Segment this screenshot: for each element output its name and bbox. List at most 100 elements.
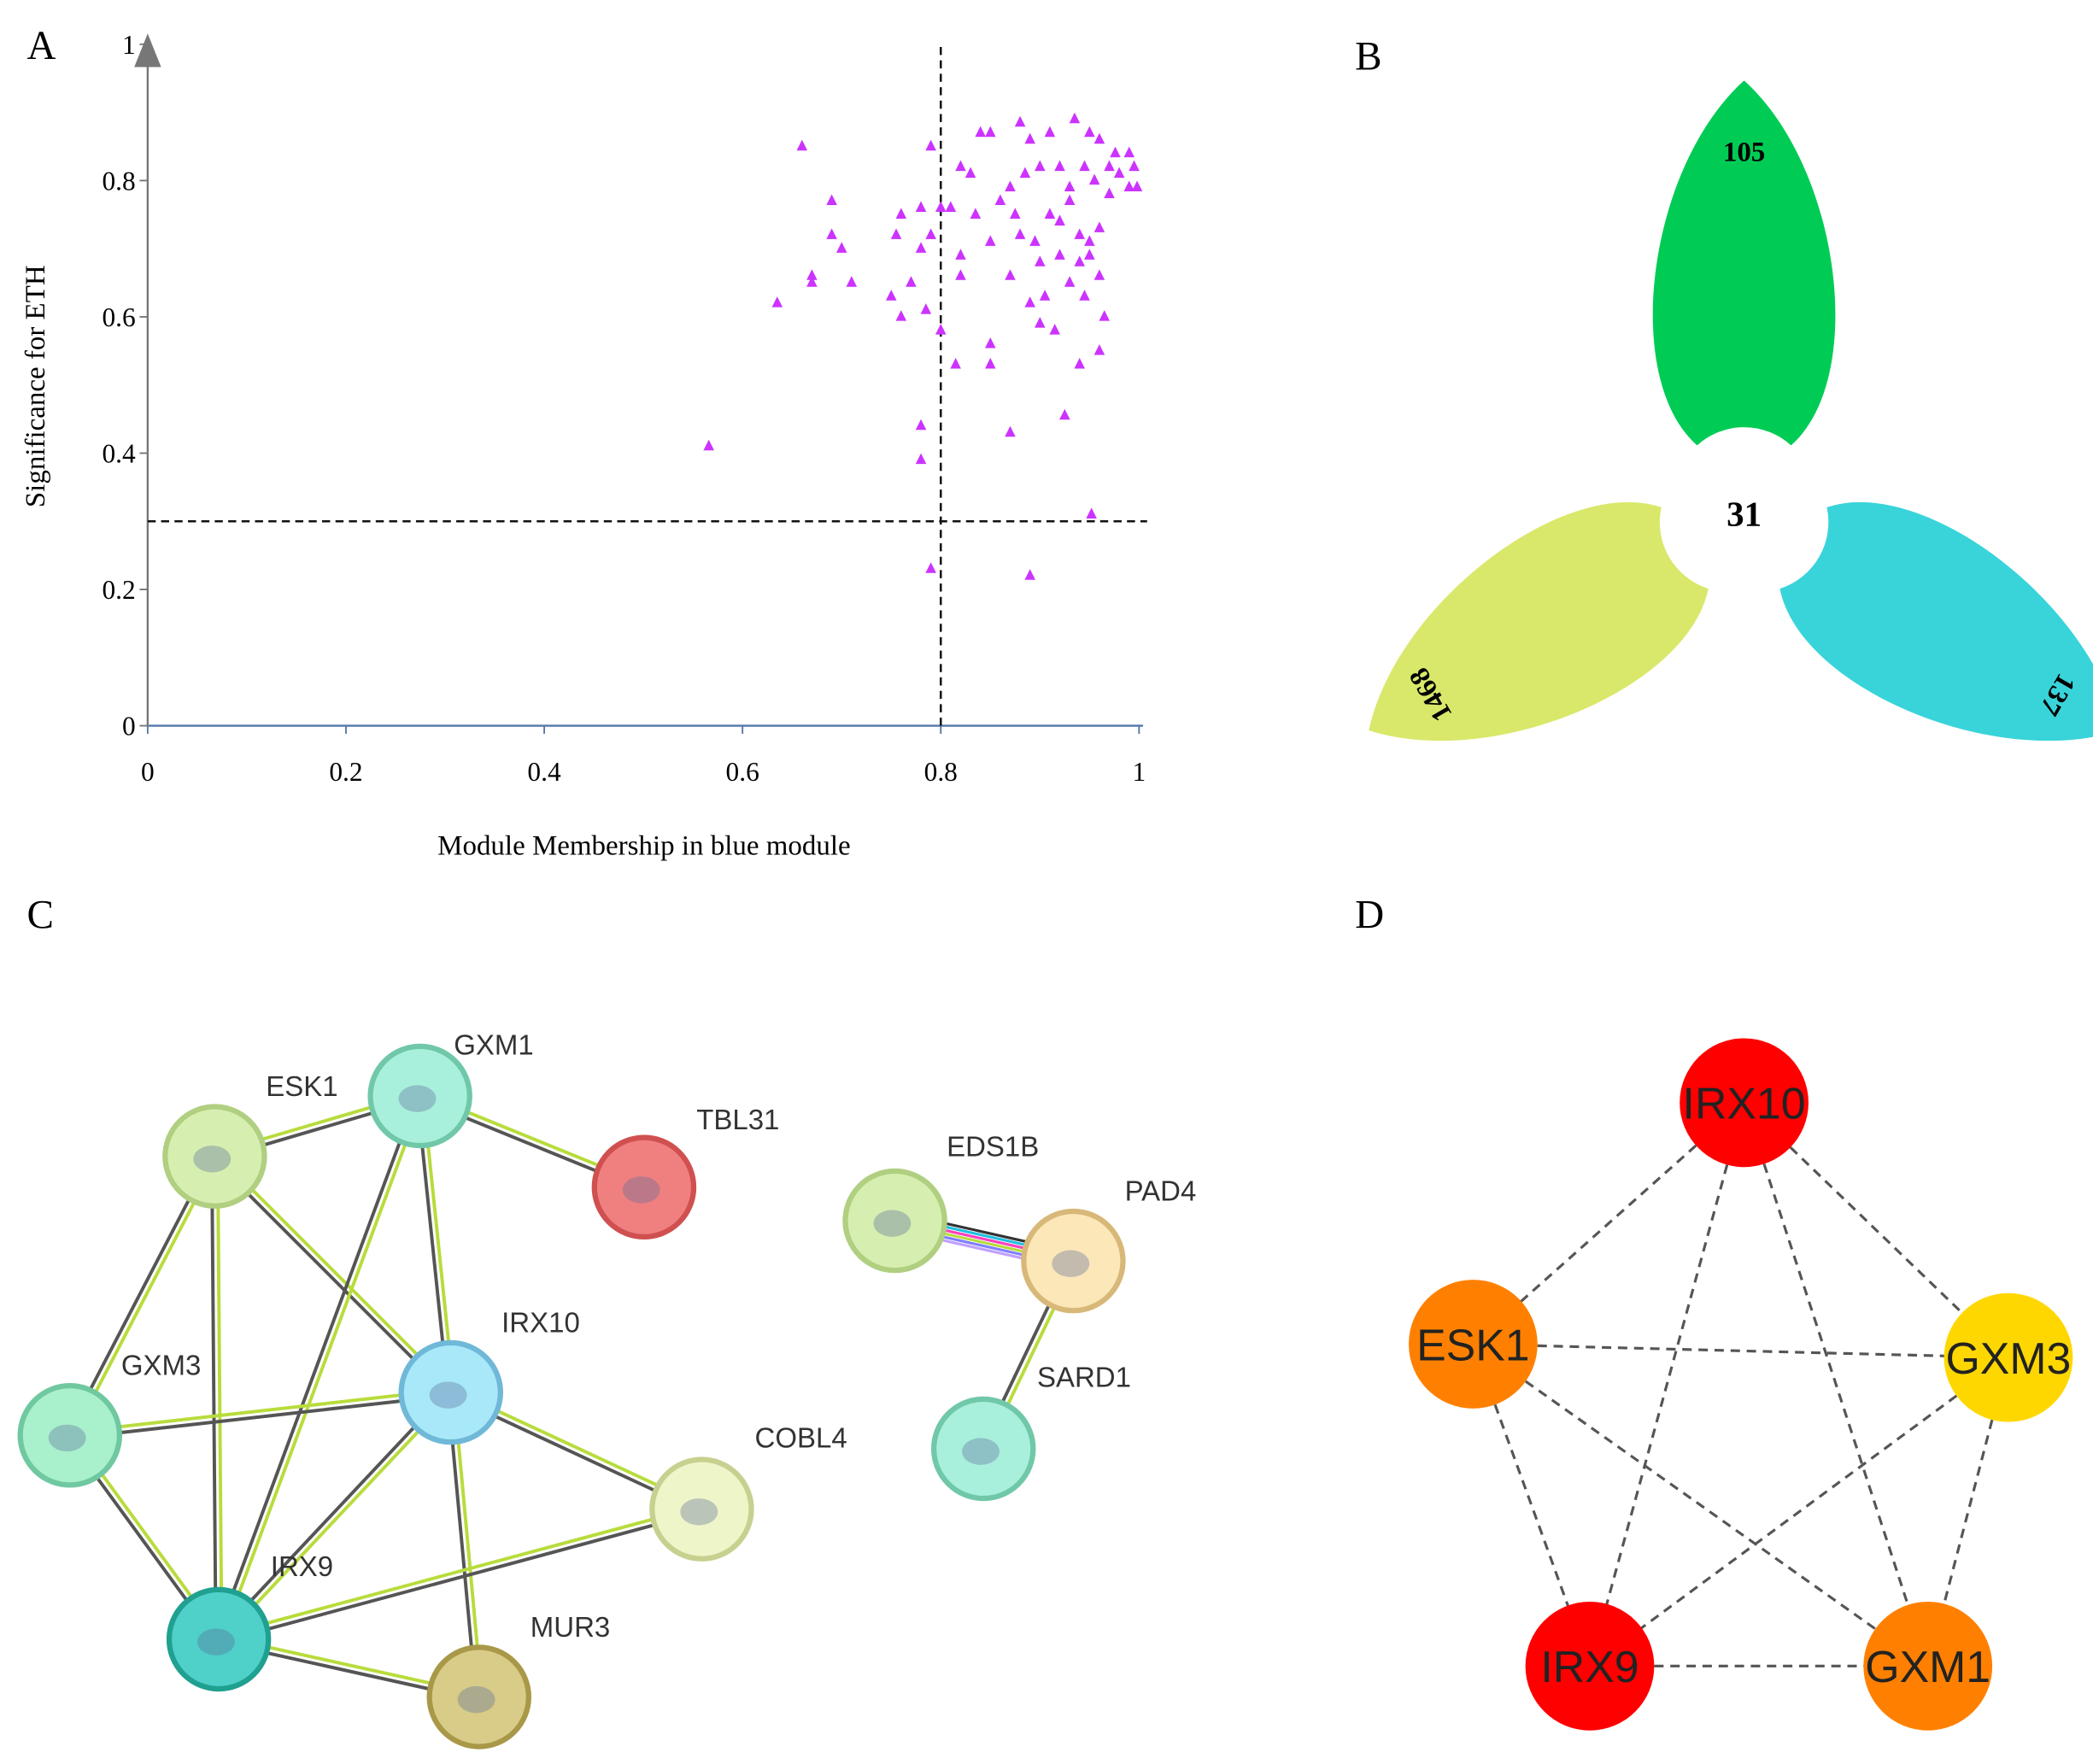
point	[1093, 132, 1105, 144]
venn-set: 105	[1652, 80, 1836, 446]
point	[984, 357, 996, 369]
point	[984, 235, 996, 246]
protein-node	[649, 1456, 754, 1562]
point	[1054, 249, 1065, 260]
point	[925, 139, 936, 151]
x-tick-label: 0.6	[726, 757, 759, 787]
point	[1024, 296, 1035, 308]
point	[1064, 194, 1076, 206]
edge	[65, 1154, 214, 1435]
protein-structure	[429, 1381, 467, 1409]
point	[955, 249, 966, 260]
point	[1104, 160, 1115, 172]
point	[1074, 357, 1086, 369]
point	[806, 276, 818, 287]
venn-set: 137	[1779, 502, 2093, 741]
point	[1064, 180, 1076, 192]
hub-node	[1525, 1601, 1655, 1731]
protein-structure	[962, 1438, 1000, 1465]
intersection-count: 31	[1727, 495, 1762, 534]
protein-node	[426, 1644, 531, 1749]
point	[915, 242, 927, 253]
hub-node	[1680, 1038, 1809, 1168]
petal	[1369, 502, 1709, 741]
point	[1039, 290, 1051, 301]
point	[1088, 173, 1100, 185]
node-label: GXM1	[454, 1029, 533, 1060]
edge	[220, 1096, 425, 1641]
protein-structure	[48, 1424, 86, 1452]
point	[935, 324, 947, 335]
y-tick-label: 0.6	[102, 302, 135, 332]
edge	[217, 1504, 702, 1638]
edge	[220, 1393, 454, 1643]
node-label: GXM3	[121, 1350, 201, 1381]
point	[915, 419, 927, 431]
edge	[215, 1156, 224, 1639]
x-tick-label: 0.4	[527, 757, 561, 787]
point	[1005, 180, 1016, 192]
point	[846, 276, 858, 287]
node-label: SARD1	[1037, 1362, 1131, 1393]
node-label: COBL4	[755, 1421, 847, 1453]
edge	[209, 1156, 218, 1640]
edge	[1588, 1102, 1746, 1667]
edge	[69, 1387, 451, 1434]
point	[1074, 255, 1086, 267]
point	[1029, 235, 1041, 246]
point	[915, 201, 927, 212]
point	[1086, 507, 1097, 519]
intersection-circle	[1677, 446, 1812, 581]
node-label: IRX9	[271, 1550, 333, 1582]
protein-node	[591, 1134, 697, 1239]
point	[1093, 343, 1105, 355]
point	[1074, 228, 1086, 239]
point	[975, 126, 986, 138]
point	[1014, 228, 1026, 239]
protein-node	[1021, 1208, 1126, 1314]
point	[925, 562, 936, 573]
point	[1079, 290, 1090, 301]
point	[920, 303, 932, 314]
point	[1093, 221, 1105, 232]
point	[1024, 569, 1035, 580]
point	[895, 310, 907, 321]
point	[984, 126, 996, 138]
point	[771, 296, 783, 308]
point	[955, 269, 966, 280]
point	[950, 357, 961, 369]
edge	[1472, 1343, 1929, 1667]
point	[703, 439, 714, 451]
node-label: PAD4	[1125, 1175, 1197, 1206]
point	[945, 201, 957, 212]
node-label: IRX9	[1540, 1642, 1639, 1691]
node-label: GXM1	[1865, 1642, 1990, 1691]
y-tick-label: 0.8	[102, 166, 135, 196]
point	[1054, 214, 1065, 226]
node-label: ESK1	[1416, 1320, 1529, 1369]
point	[1131, 180, 1143, 192]
point	[1005, 425, 1016, 437]
edge	[1472, 1101, 1745, 1345]
point	[1059, 408, 1070, 420]
axis-arrow	[134, 33, 161, 67]
edge	[1743, 1102, 1930, 1667]
edge	[71, 1157, 220, 1438]
x-axis-label: Module Membership in blue module	[437, 830, 850, 861]
point	[1024, 132, 1035, 144]
hub-node	[1863, 1601, 1993, 1731]
protein-node	[930, 1396, 1036, 1502]
y-tick-label: 0.2	[102, 575, 135, 605]
point	[1084, 235, 1095, 246]
y-tick-label: 0	[122, 712, 136, 741]
protein-structure	[196, 1628, 235, 1656]
point	[1099, 310, 1111, 321]
protein-structure	[873, 1210, 912, 1237]
point	[1005, 269, 1016, 280]
point	[885, 290, 897, 301]
protein-structure	[193, 1146, 232, 1173]
protein-node	[162, 1104, 267, 1209]
point	[890, 228, 902, 239]
point	[1064, 276, 1076, 287]
